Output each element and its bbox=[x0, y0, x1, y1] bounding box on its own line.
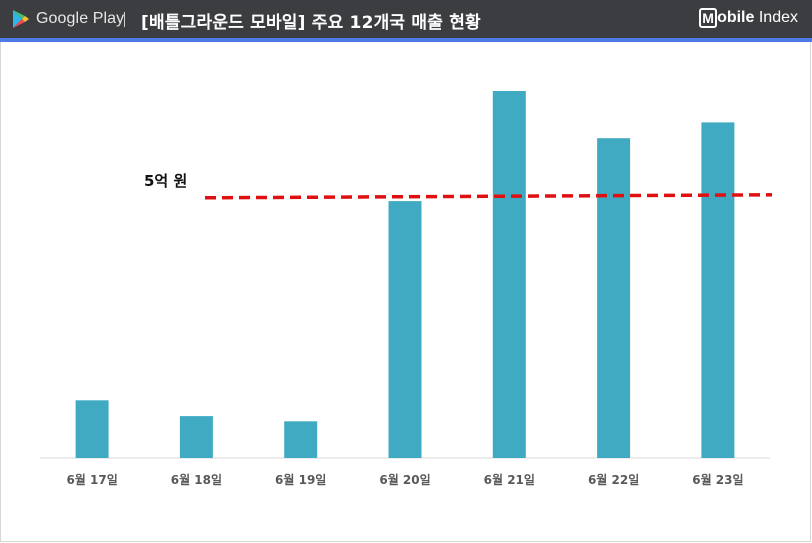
mobile-index-logo: M obile Index bbox=[699, 8, 798, 28]
bar-7 bbox=[701, 122, 735, 459]
bar-6 bbox=[597, 138, 631, 458]
x-tick-label-3: 6월 19일 bbox=[275, 472, 326, 487]
bar-3 bbox=[284, 421, 318, 458]
bar-1 bbox=[75, 400, 109, 458]
x-tick-label-7: 6월 23일 bbox=[692, 472, 743, 487]
x-tick-label-4: 6월 20일 bbox=[379, 472, 430, 487]
google-play-icon bbox=[13, 10, 29, 28]
google-play-label: Google Play bbox=[36, 10, 125, 27]
x-tick-label-2: 6월 18일 bbox=[171, 472, 222, 487]
chart-area bbox=[0, 42, 811, 542]
mobile-index-logo-text: obile Index bbox=[717, 9, 798, 27]
x-tick-label-1: 6월 17일 bbox=[66, 472, 117, 487]
mobile-index-logo-bold: obile bbox=[717, 9, 755, 26]
google-play-logo: Google Play bbox=[12, 9, 124, 29]
mobile-index-logo-mark: M bbox=[699, 8, 718, 28]
threshold-line bbox=[204, 193, 773, 200]
header-accent-line bbox=[0, 38, 812, 42]
bar-5 bbox=[492, 91, 526, 458]
bar-4 bbox=[388, 201, 422, 458]
mobile-index-logo-thin: Index bbox=[754, 9, 798, 26]
header-bar: Google Play [배틀그라운드 모바일] 주요 12개국 매출 현황 M… bbox=[0, 0, 812, 38]
header-divider bbox=[124, 12, 125, 27]
bar-2 bbox=[179, 416, 213, 458]
x-tick-label-5: 6월 21일 bbox=[484, 472, 535, 487]
page-title: [배틀그라운드 모바일] 주요 12개국 매출 현황 bbox=[141, 13, 481, 33]
x-tick-label-6: 6월 22일 bbox=[588, 472, 639, 487]
threshold-label: 5억 원 bbox=[144, 172, 188, 190]
